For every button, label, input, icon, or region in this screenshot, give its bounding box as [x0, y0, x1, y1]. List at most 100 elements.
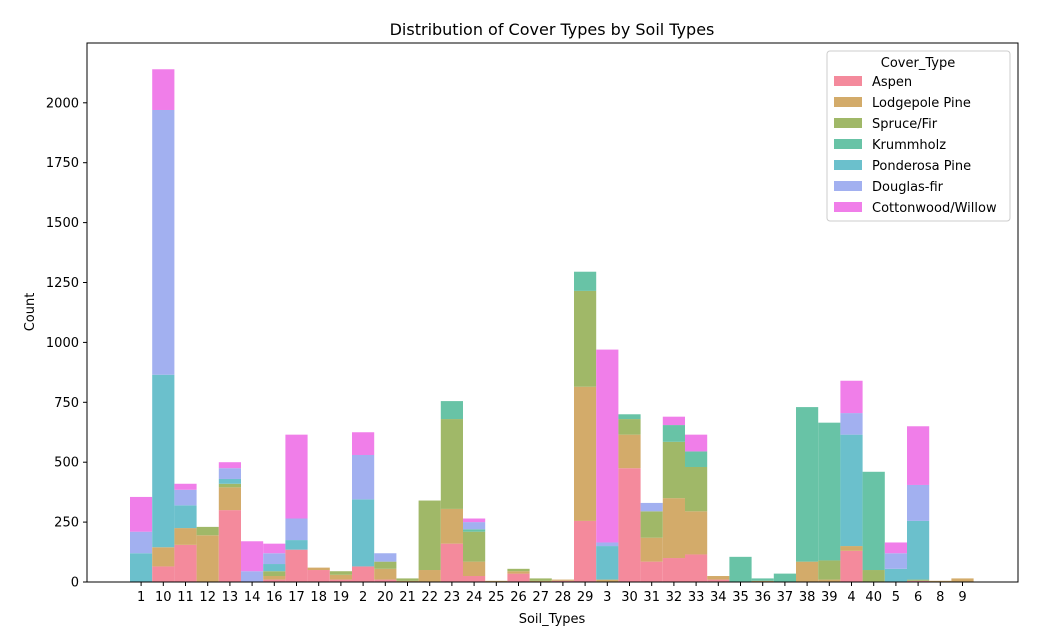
- bar-segment: [263, 579, 286, 582]
- legend-swatch: [834, 181, 862, 191]
- bar-segment: [662, 425, 685, 442]
- bar-segment: [374, 561, 397, 569]
- bar-segment: [685, 554, 708, 582]
- bar-segment: [218, 462, 241, 469]
- x-tick-label: 33: [688, 590, 705, 605]
- bar-segment: [463, 561, 486, 577]
- bar-segment: [662, 441, 685, 499]
- legend-swatch: [834, 202, 862, 212]
- bar-segment: [174, 544, 197, 582]
- bar-segment: [352, 566, 375, 582]
- bar-segment: [307, 570, 330, 582]
- x-tick-label: 28: [555, 590, 572, 605]
- bar-segment: [174, 528, 197, 545]
- x-tick-label: 16: [266, 590, 283, 605]
- bar-segment: [285, 549, 308, 582]
- bar-segment: [130, 531, 153, 554]
- x-tick-label: 1: [137, 590, 145, 605]
- bar-segment: [840, 546, 863, 551]
- bar-segment: [862, 570, 885, 582]
- bar-segment: [907, 580, 930, 582]
- bar-segment: [907, 426, 930, 485]
- x-tick-label: 38: [799, 590, 816, 605]
- bar-segment: [440, 543, 463, 582]
- bar-segment: [574, 386, 597, 521]
- y-tick-label: 1750: [46, 156, 79, 171]
- x-tick-label: 13: [222, 590, 239, 605]
- bar-segment: [263, 553, 286, 565]
- legend-swatch: [834, 139, 862, 149]
- bar-segment: [440, 401, 463, 420]
- legend-swatch: [834, 76, 862, 86]
- x-tick-label: 8: [936, 590, 944, 605]
- x-tick-label: 30: [621, 590, 638, 605]
- bar-segment: [174, 489, 197, 506]
- bar-segment: [418, 500, 441, 571]
- x-tick-label: 21: [399, 590, 416, 605]
- bar-segment: [707, 579, 730, 582]
- x-tick-label: 24: [466, 590, 483, 605]
- bar-segment: [374, 579, 397, 582]
- bar-segment: [574, 271, 597, 291]
- bar-segment: [685, 466, 708, 512]
- x-tick-label: 14: [244, 590, 261, 605]
- x-tick-label: 2: [359, 590, 367, 605]
- bar-segment: [396, 578, 419, 581]
- y-axis-title: Count: [23, 293, 38, 332]
- bar-segment: [285, 518, 308, 541]
- bar-segment: [196, 535, 219, 582]
- bar-segment: [507, 571, 530, 574]
- bar-segment: [907, 484, 930, 521]
- x-tick-label: 9: [958, 590, 966, 605]
- bar-segment: [640, 511, 663, 538]
- x-tick-label: 18: [310, 590, 327, 605]
- x-tick-label: 27: [532, 590, 549, 605]
- x-tick-label: 36: [754, 590, 771, 605]
- bar-segment: [418, 570, 441, 582]
- bar-segment: [751, 580, 774, 582]
- bar-segment: [174, 483, 197, 490]
- bar-segment: [485, 580, 508, 582]
- bar-segment: [840, 380, 863, 414]
- y-tick-label: 1250: [46, 276, 79, 291]
- y-tick-label: 1500: [46, 216, 79, 231]
- bar-segment: [307, 567, 330, 571]
- legend-label: Ponderosa Pine: [872, 159, 971, 174]
- bar-segment: [596, 579, 619, 582]
- bar-segment: [352, 432, 375, 456]
- bar-segment: [618, 468, 641, 582]
- bar-segment: [551, 580, 574, 582]
- legend-label: Krummholz: [872, 138, 946, 153]
- legend-label: Spruce/Fir: [872, 117, 938, 132]
- x-tick-label: 17: [288, 590, 305, 605]
- legend-items: Aspen Lodgepole Pine Spruce/Fir Krummholz Po…: [834, 75, 997, 216]
- x-tick-label: 10: [155, 590, 172, 605]
- bar-segment: [218, 510, 241, 582]
- bar-segment: [840, 413, 863, 435]
- legend-swatch: [834, 97, 862, 107]
- bar-segment: [440, 419, 463, 509]
- bar-segment: [707, 576, 730, 580]
- x-tick-label: 11: [177, 590, 194, 605]
- bar-segment: [374, 568, 397, 580]
- bar-segment: [574, 520, 597, 582]
- bar-segment: [640, 561, 663, 582]
- bar-segment: [196, 526, 219, 536]
- bar-segment: [218, 487, 241, 511]
- bar-segment: [463, 531, 486, 562]
- x-tick-label: 40: [865, 590, 882, 605]
- bar-segment: [596, 349, 619, 543]
- bar-segment: [463, 518, 486, 523]
- x-tick-label: 20: [377, 590, 394, 605]
- y-tick-label: 2000: [46, 96, 79, 111]
- bar-segment: [440, 508, 463, 544]
- bar-segment: [574, 290, 597, 387]
- bar-segment: [884, 568, 907, 582]
- bar-segment: [796, 561, 819, 582]
- y-tick-label: 750: [54, 396, 79, 411]
- bar-segment: [329, 571, 352, 575]
- x-tick-label: 29: [577, 590, 594, 605]
- legend-title: Cover_Type: [881, 56, 955, 71]
- chart-title: Distribution of Cover Types by Soil Type…: [390, 20, 715, 39]
- bar-segment: [640, 502, 663, 512]
